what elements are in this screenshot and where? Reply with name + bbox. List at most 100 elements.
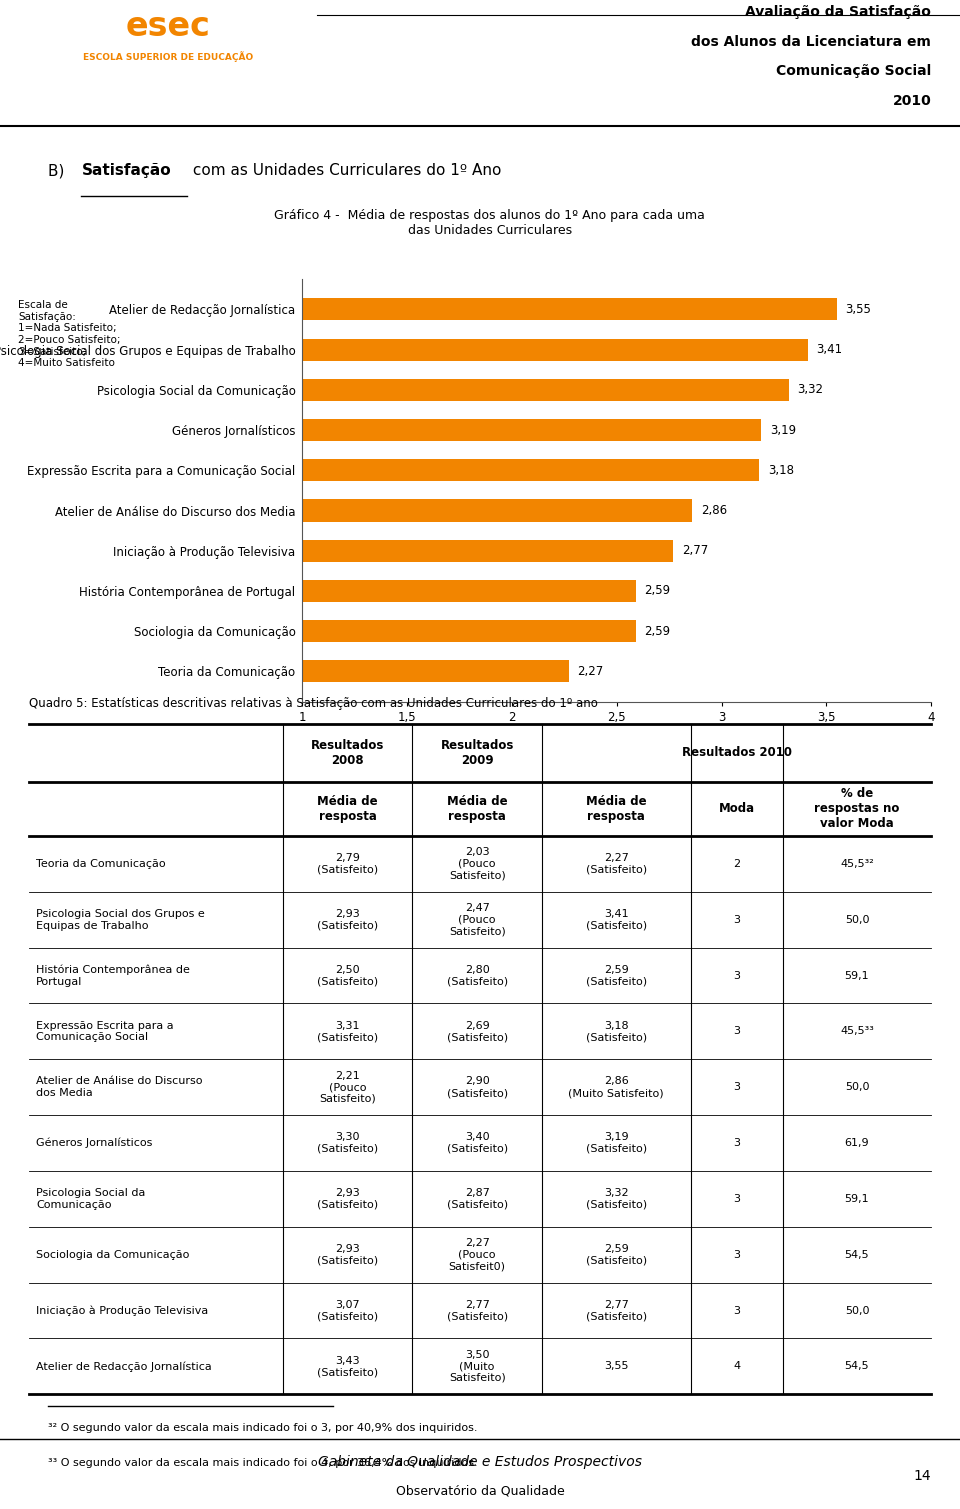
Text: 3,07
(Satisfeito): 3,07 (Satisfeito) [317,1299,378,1322]
Text: Iniciação à Produção Televisiva: Iniciação à Produção Televisiva [36,1305,208,1316]
Text: Média de
resposta: Média de resposta [317,795,378,822]
Text: 2,59
(Satisfeito): 2,59 (Satisfeito) [586,1243,647,1266]
Text: Psicologia Social dos Grupos e
Equipas de Trabalho: Psicologia Social dos Grupos e Equipas d… [36,908,204,931]
Text: 3: 3 [733,1026,740,1037]
Text: Sociologia da Comunicação: Sociologia da Comunicação [36,1249,189,1260]
Text: 2,27
(Pouco
Satisfeit0): 2,27 (Pouco Satisfeit0) [448,1237,506,1272]
Text: 3,18
(Satisfeito): 3,18 (Satisfeito) [586,1020,647,1043]
Text: 2,59
(Satisfeito): 2,59 (Satisfeito) [586,964,647,987]
Text: 2,80
(Satisfeito): 2,80 (Satisfeito) [446,964,508,987]
Text: 2,27: 2,27 [577,665,603,678]
Text: 2010: 2010 [893,94,931,107]
Bar [302,579,636,602]
Text: Escala de
Satisfação:
1=Nada Satisfeito;
2=Pouco Satisfeito;
3=Satisfeito;
4=Mui: Escala de Satisfação: 1=Nada Satisfeito;… [18,300,121,368]
Text: 2: 2 [733,859,740,869]
Text: 3,30
(Satisfeito): 3,30 (Satisfeito) [317,1132,378,1154]
Text: 2,93
(Satisfeito): 2,93 (Satisfeito) [317,1188,378,1210]
Text: 2,59: 2,59 [644,584,670,598]
Text: Teoria da Comunicação: Teoria da Comunicação [36,859,166,869]
Text: 3: 3 [733,914,740,925]
Text: 2,93
(Satisfeito): 2,93 (Satisfeito) [317,908,378,931]
Text: 3,43
(Satisfeito): 3,43 (Satisfeito) [317,1355,378,1378]
Bar [302,379,789,401]
Text: 3,19
(Satisfeito): 3,19 (Satisfeito) [586,1132,647,1154]
Text: Média de
resposta: Média de resposta [586,795,647,822]
Text: 2,50
(Satisfeito): 2,50 (Satisfeito) [317,964,378,987]
Text: Resultados 2010: Resultados 2010 [682,747,792,759]
Text: 2,93
(Satisfeito): 2,93 (Satisfeito) [317,1243,378,1266]
Text: 61,9: 61,9 [845,1138,869,1148]
Text: Avaliação da Satisfação: Avaliação da Satisfação [745,5,931,20]
Text: 2,03
(Pouco
Satisfeito): 2,03 (Pouco Satisfeito) [449,847,506,881]
Text: 4: 4 [733,1361,740,1372]
Bar [302,540,673,561]
Text: 2,21
(Pouco
Satisfeito): 2,21 (Pouco Satisfeito) [319,1070,375,1105]
Bar [302,338,807,361]
Text: com as Unidades Curriculares do 1º Ano: com as Unidades Curriculares do 1º Ano [187,163,501,178]
Text: dos Alunos da Licenciatura em: dos Alunos da Licenciatura em [691,35,931,48]
Text: 50,0: 50,0 [845,1305,869,1316]
Text: ³³ O segundo valor da escala mais indicado foi o 4, por 36,4% dos inquiridos.: ³³ O segundo valor da escala mais indica… [48,1458,478,1468]
Bar [302,459,759,481]
Text: Satisfação: Satisfação [82,163,171,178]
Text: Comunicação Social: Comunicação Social [776,63,931,78]
Text: 3,55: 3,55 [604,1361,629,1372]
Bar [302,661,568,682]
Text: Moda: Moda [718,803,755,815]
Text: 3,41: 3,41 [816,343,842,356]
Text: Gráfico 4 -  Média de respostas dos alunos do 1º Ano para cada uma
das Unidades : Gráfico 4 - Média de respostas dos aluno… [275,210,705,237]
Text: ESCOLA SUPERIOR DE EDUCAÇÃO: ESCOLA SUPERIOR DE EDUCAÇÃO [83,51,253,62]
Text: 3: 3 [733,1194,740,1204]
Text: 59,1: 59,1 [845,970,869,981]
Bar [302,420,761,441]
Text: 3,32
(Satisfeito): 3,32 (Satisfeito) [586,1188,647,1210]
Text: 3: 3 [733,1305,740,1316]
Text: 2,77: 2,77 [682,545,708,557]
Text: Gabinete da Qualidade e Estudos Prospectivos: Gabinete da Qualidade e Estudos Prospect… [318,1455,642,1468]
Text: 2,69
(Satisfeito): 2,69 (Satisfeito) [446,1020,508,1043]
Text: 2,86
(Muito Satisfeito): 2,86 (Muito Satisfeito) [568,1076,664,1099]
Text: 59,1: 59,1 [845,1194,869,1204]
Text: 54,5: 54,5 [845,1249,869,1260]
Text: 2,27
(Satisfeito): 2,27 (Satisfeito) [586,853,647,875]
Text: 14: 14 [914,1470,931,1483]
Text: 45,5³³: 45,5³³ [840,1026,874,1037]
Text: 3,40
(Satisfeito): 3,40 (Satisfeito) [446,1132,508,1154]
Text: 2,77
(Satisfeito): 2,77 (Satisfeito) [586,1299,647,1322]
Text: História Contemporânea de
Portugal: História Contemporânea de Portugal [36,964,190,987]
Text: Resultados
2009: Resultados 2009 [441,739,514,767]
Text: 3,32: 3,32 [797,383,823,397]
Text: 2,59: 2,59 [644,625,670,638]
Text: esec: esec [126,11,210,44]
Text: 3: 3 [733,1138,740,1148]
Text: 3,31
(Satisfeito): 3,31 (Satisfeito) [317,1020,378,1043]
Text: 2,47
(Pouco
Satisfeito): 2,47 (Pouco Satisfeito) [449,902,506,937]
Bar [302,620,636,643]
Text: Psicologia Social da
Comunicação: Psicologia Social da Comunicação [36,1188,145,1210]
Text: 3: 3 [733,970,740,981]
Text: 2,87
(Satisfeito): 2,87 (Satisfeito) [446,1188,508,1210]
Text: 2,90
(Satisfeito): 2,90 (Satisfeito) [446,1076,508,1099]
Text: 54,5: 54,5 [845,1361,869,1372]
Text: B): B) [48,163,69,178]
Text: Observatório da Qualidade: Observatório da Qualidade [396,1485,564,1497]
Text: 2,79
(Satisfeito): 2,79 (Satisfeito) [317,853,378,875]
Text: 50,0: 50,0 [845,1082,869,1093]
Text: Expressão Escrita para a
Comunicação Social: Expressão Escrita para a Comunicação Soc… [36,1020,174,1043]
Text: 2,77
(Satisfeito): 2,77 (Satisfeito) [446,1299,508,1322]
Text: 3,19: 3,19 [770,424,796,436]
Text: Média de
resposta: Média de resposta [446,795,508,822]
Text: % de
respostas no
valor Moda: % de respostas no valor Moda [814,788,900,830]
Bar [302,499,692,522]
Text: Géneros Jornalísticos: Géneros Jornalísticos [36,1138,153,1148]
Text: 50,0: 50,0 [845,914,869,925]
Text: 3,18: 3,18 [768,463,794,477]
Text: 3: 3 [733,1082,740,1093]
Text: Atelier de Redacção Jornalística: Atelier de Redacção Jornalística [36,1361,212,1372]
Text: 2,86: 2,86 [701,504,727,518]
Text: 3: 3 [733,1249,740,1260]
Text: Resultados
2008: Resultados 2008 [311,739,384,767]
Text: 3,55: 3,55 [845,303,871,315]
Text: 3,41
(Satisfeito): 3,41 (Satisfeito) [586,908,647,931]
Text: 3,50
(Muito
Satisfeito): 3,50 (Muito Satisfeito) [449,1349,506,1384]
